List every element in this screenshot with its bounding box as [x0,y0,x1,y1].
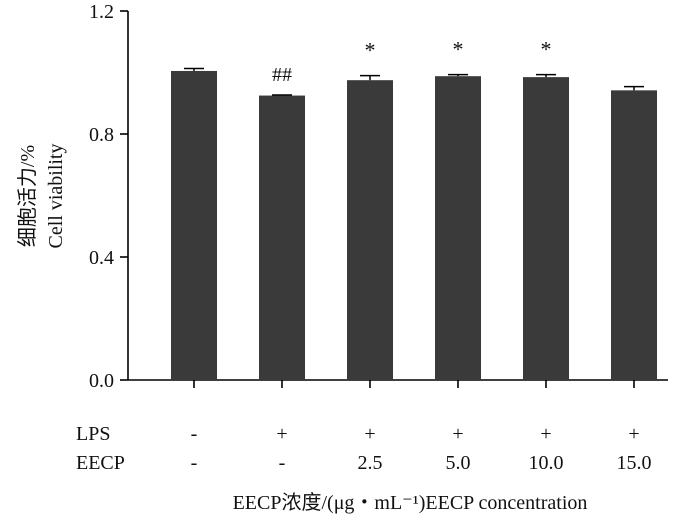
bar [347,80,393,380]
y-tick-label: 0.0 [89,370,114,392]
significance-label: * [541,37,552,62]
lps-value: + [540,423,551,445]
row-label-lps: LPS [76,423,110,445]
bar [611,90,657,381]
y-tick-label: 0.8 [89,124,114,146]
significance-label: * [365,38,376,63]
eecp-value: 2.5 [358,452,383,474]
axes [120,10,668,388]
row-label-eecp: EECP [76,452,125,474]
y-tick-label: 1.2 [89,1,114,23]
bar [523,77,569,381]
y-axis-title: 细胞活力/% Cell viability [16,144,67,249]
lps-value: + [276,423,287,445]
y-axis-title-line2: Cell viability [45,144,67,249]
x-axis-title: EECP浓度/(μg・mL⁻¹)EECP concentration [233,491,588,514]
eecp-value: - [191,452,198,474]
lps-value: + [628,423,639,445]
bars [171,67,657,381]
lps-value: + [364,423,375,445]
y-axis-title-line1: 细胞活力/% [16,145,39,247]
labels: 0.0 0.4 0.8 1.2 ## * * * LPS EECP - + + + + + - - 2.5 5.0 10… [16,1,652,514]
eecp-value: 15.0 [617,452,652,474]
significance-label: * [453,37,464,62]
bar [171,70,217,381]
eecp-value: 10.0 [529,452,564,474]
lps-value: - [191,423,198,445]
lps-value: + [452,423,463,445]
eecp-value: 5.0 [446,452,471,474]
significance-label: ## [272,64,292,86]
eecp-value: - [279,452,286,474]
bar [259,95,305,380]
bar [435,76,481,380]
y-tick-label: 0.4 [89,247,114,269]
